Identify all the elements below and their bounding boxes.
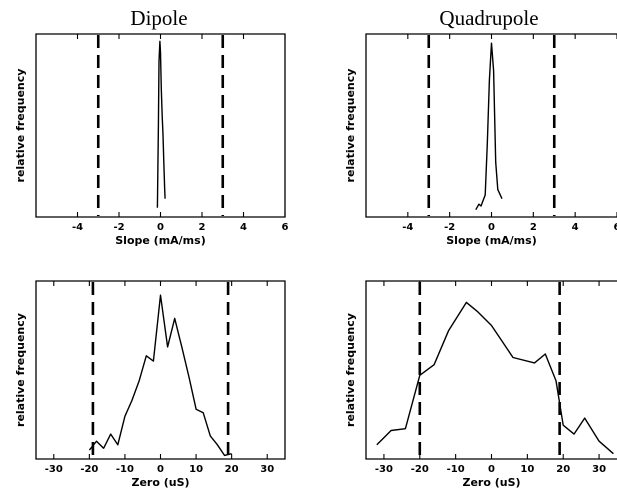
quadrupole-slope-tick-label: 0: [488, 222, 495, 233]
dipole-slope-tick-label: 6: [282, 222, 289, 233]
dipole-slope-tick-label: 0: [157, 222, 164, 233]
dipole-zero-tick-label: -30: [45, 464, 63, 475]
quadrupole-zero-tick-label: 10: [520, 464, 534, 475]
quadrupole-slope-tick-label: -4: [402, 222, 413, 233]
dipole-zero-xlabel: Zero (uS): [131, 476, 189, 489]
dipole-slope-panel: -4 -2 0 2 4 6 Slope (mA/ms) relative frequency: [14, 33, 289, 247]
dipole-zero-series-line: [88, 294, 232, 457]
dipole-slope-ylabel: relative frequency: [14, 69, 27, 183]
quadrupole-slope-xlabel: Slope (mA/ms): [446, 234, 536, 247]
quadrupole-zero-panel: -30 -20 -10 0 10 20 30 Zero (uS) relative freque…: [344, 280, 617, 489]
quadrupole-zero-tick-label: 20: [556, 464, 570, 475]
quadrupole-zero-tick-label: 30: [592, 464, 606, 475]
quadrupole-zero-tick-label: -20: [411, 464, 429, 475]
quadrupole-title: Quadrupole: [439, 6, 538, 30]
dipole-zero-panel: -30 -20 -10 0 10 20 30 Zero (uS) relative freque…: [14, 280, 286, 489]
quadrupole-zero-frame: [365, 280, 617, 460]
quadrupole-slope-tick-label: -2: [444, 222, 455, 233]
quadrupole-slope-series-line: [475, 42, 503, 211]
dipole-title: Dipole: [130, 6, 187, 30]
quadrupole-zero-tick-label: -30: [375, 464, 393, 475]
dipole-slope-tick-label: -2: [113, 222, 124, 233]
dipole-zero-tick-label: 10: [189, 464, 203, 475]
quadrupole-zero-tick-label: 0: [488, 464, 495, 475]
dipole-zero-tick-label: 30: [260, 464, 274, 475]
dipole-slope-tick-label: 2: [199, 222, 206, 233]
quadrupole-slope-tick-label: 2: [530, 222, 537, 233]
quadrupole-zero-series-line: [376, 301, 614, 455]
dipole-slope-tick-label: 4: [240, 222, 247, 233]
dipole-zero-tick-label: 20: [225, 464, 239, 475]
dipole-zero-tick-label: 0: [157, 464, 164, 475]
dipole-zero-ylabel: relative frequency: [14, 313, 27, 427]
dipole-slope-xlabel: Slope (mA/ms): [115, 234, 205, 247]
quadrupole-slope-tick-label: 6: [614, 222, 617, 233]
quadrupole-zero-tick-label: -10: [447, 464, 465, 475]
dipole-zero-tick-label: -10: [116, 464, 134, 475]
quadrupole-zero-ylabel: relative frequency: [344, 313, 357, 427]
quadrupole-slope-panel: -4 -2 0 2 4 6 Slope (mA/ms) relative frequency: [344, 33, 617, 247]
quadrupole-zero-xlabel: Zero (uS): [462, 476, 520, 489]
dipole-zero-tick-label: -20: [80, 464, 98, 475]
quadrupole-slope-tick-label: 4: [572, 222, 579, 233]
quadrupole-slope-frame: [365, 33, 617, 218]
dipole-zero-frame: [35, 280, 286, 460]
dipole-slope-series-line: [156, 40, 166, 208]
dipole-slope-tick-label: -4: [72, 222, 83, 233]
quadrupole-slope-ylabel: relative frequency: [344, 69, 357, 183]
